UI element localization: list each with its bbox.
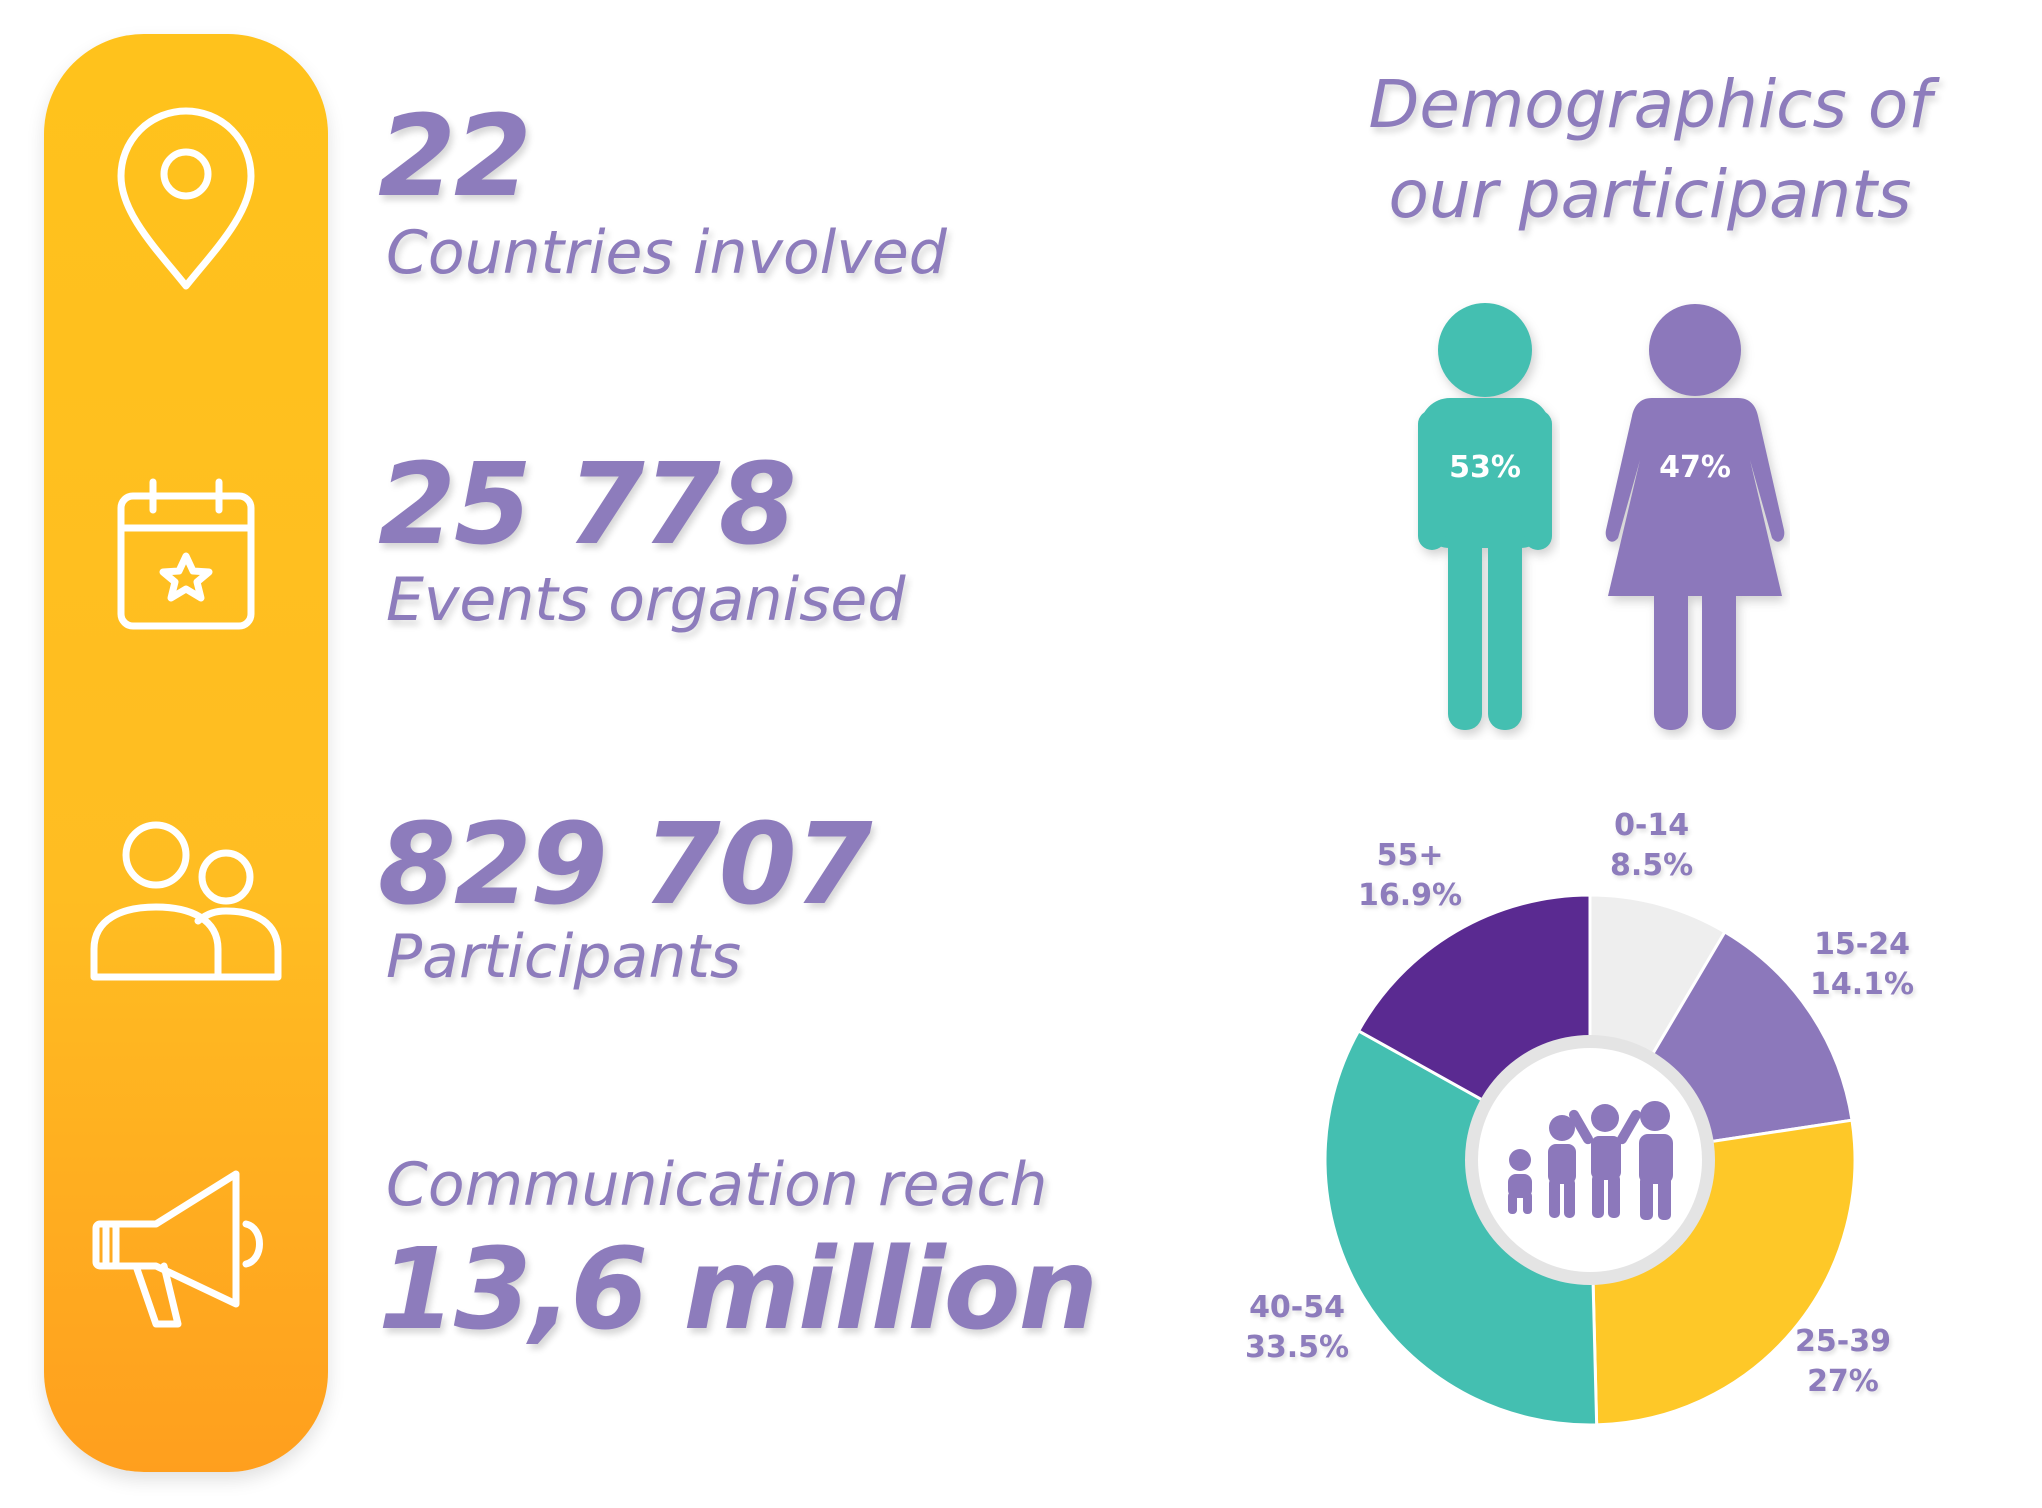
events-label: Events organised [386, 565, 906, 635]
participants-count: 829 707 [378, 800, 873, 930]
location-pin-icon [44, 104, 328, 294]
countries-count: 22 [378, 92, 532, 222]
communication-reach-label: Communication reach [386, 1150, 1048, 1220]
age-label-55-plus: 55+ 16.9% [1358, 838, 1463, 913]
calendar-star-icon [44, 474, 328, 634]
male-figure-icon [1418, 303, 1552, 730]
female-figure-icon [1605, 304, 1785, 730]
age-label-25-39: 25-39 27% [1795, 1324, 1891, 1399]
family-icon [1508, 1101, 1673, 1220]
communication-reach-value: 13,6 million [378, 1225, 1098, 1355]
male-percentage: 53% [1449, 450, 1521, 485]
age-label-40-54: 40-54 33.5% [1245, 1290, 1350, 1365]
stats-icon-bar [44, 34, 328, 1472]
demographics-title-line1: Demographics of [1368, 66, 1932, 143]
events-count: 25 778 [378, 440, 797, 570]
participants-label: Participants [386, 922, 742, 992]
age-label-15-24: 15-24 14.1% [1810, 927, 1915, 1002]
age-label-0-14: 0-14 8.5% [1610, 808, 1694, 883]
megaphone-icon [44, 1154, 328, 1344]
age-donut-chart [1323, 893, 1857, 1427]
countries-label: Countries involved [386, 218, 947, 288]
female-percentage: 47% [1659, 450, 1731, 485]
people-icon [44, 809, 328, 989]
demographics-title-line2: our participants [1388, 156, 1912, 233]
